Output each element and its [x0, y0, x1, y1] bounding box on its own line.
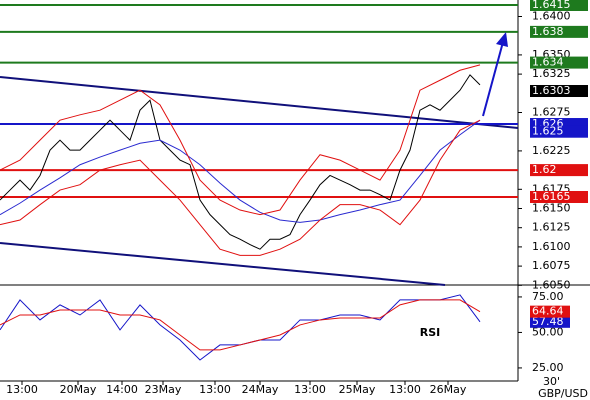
y-tick-label: 75.00 — [532, 290, 564, 303]
last-value-box — [530, 305, 570, 318]
series-line — [0, 64, 481, 216]
price-marker-label: 1.625 — [532, 125, 564, 138]
x-tick-label: 20May — [60, 383, 97, 396]
level-label-box — [530, 164, 588, 177]
series-line — [0, 299, 481, 351]
level-label-box — [530, 190, 588, 203]
x-tick-label: 13:00 — [294, 383, 326, 396]
y-tick-label: 1.6125 — [532, 221, 571, 234]
y-tick-label: 1.6100 — [532, 240, 571, 253]
arrow-head — [496, 32, 508, 47]
y-tick-label: 1.6050 — [532, 278, 571, 291]
price-marker-label: 1.6303 — [532, 84, 571, 97]
level-label-box — [530, 25, 588, 38]
series-line — [0, 119, 481, 256]
channel-line — [0, 76, 519, 129]
y-tick-label: 1.6275 — [532, 106, 571, 119]
x-tick-label: 25May — [339, 383, 376, 396]
last-value-label: 64.64 — [532, 305, 564, 318]
y-tick-label: 1.6150 — [532, 202, 571, 215]
x-tick-label: 24May — [242, 383, 279, 396]
symbol-label: GBP/USD — [538, 387, 588, 400]
interval-label: 30' — [543, 375, 560, 388]
level-label: 1.634 — [532, 56, 564, 69]
last-value-label: 57.48 — [532, 315, 564, 328]
x-tick-label: 14:00 — [106, 383, 138, 396]
x-tick-label: 13:00 — [6, 383, 38, 396]
y-tick-label: 1.6225 — [532, 144, 571, 157]
level-label-box — [530, 56, 588, 69]
level-label: 1.6415 — [532, 0, 571, 11]
x-tick-label: 23May — [145, 383, 182, 396]
level-label: 1.62 — [532, 163, 557, 176]
last-value-box — [530, 315, 570, 328]
level-label: 1.6165 — [532, 190, 571, 203]
x-tick-label: 13:00 — [389, 383, 421, 396]
series-line — [0, 74, 481, 250]
x-tick-label: 13:00 — [199, 383, 231, 396]
y-tick-label: 1.6325 — [532, 67, 571, 80]
price-panel: 1.64001.63501.63251.62751.62251.61751.61… — [0, 0, 588, 291]
series-line — [0, 119, 481, 223]
y-tick-label: 50.00 — [532, 325, 564, 338]
y-tick-label: 25.00 — [532, 361, 564, 374]
channel-line — [0, 242, 446, 286]
y-tick-label: 1.6400 — [532, 10, 571, 23]
price-marker-box — [530, 85, 588, 98]
x-tick-label: 26May — [430, 383, 467, 396]
level-label-box — [530, 0, 588, 11]
y-tick-label: 1.6075 — [532, 259, 571, 272]
price-marker-box — [530, 125, 588, 138]
level-label: 1.638 — [532, 25, 564, 38]
arrow — [482, 41, 504, 117]
rsi-title: RSI — [420, 326, 441, 339]
